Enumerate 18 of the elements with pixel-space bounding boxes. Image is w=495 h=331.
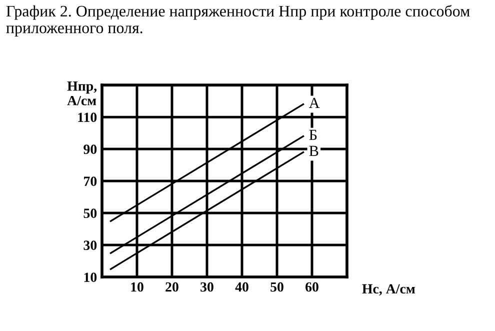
x-tick-label: 40	[235, 282, 248, 292]
series-label: Б	[309, 130, 317, 140]
y-tick-label: 30	[84, 240, 97, 250]
y-tick-label: 110	[78, 112, 97, 122]
y-tick-label: 10	[84, 272, 97, 282]
y-axis-title: Нпр, А/см	[67, 82, 97, 106]
x-axis-title: Нс, А/см	[362, 284, 415, 296]
series-label: А	[308, 98, 320, 108]
y-tick-label: 70	[84, 176, 97, 186]
y-tick-label: 90	[84, 144, 97, 154]
chart-title: График 2. Определение напряженности Нпр при контроле способом приложенного поля.	[6, 4, 470, 36]
y-tick-label: 50	[84, 208, 97, 218]
series-label: В	[309, 146, 318, 156]
x-tick-label: 20	[166, 282, 178, 292]
x-tick-label: 10	[131, 282, 144, 292]
x-tick-label: 50	[270, 282, 284, 292]
x-tick-label: 60	[306, 282, 318, 292]
x-tick-label: 30	[200, 282, 214, 292]
